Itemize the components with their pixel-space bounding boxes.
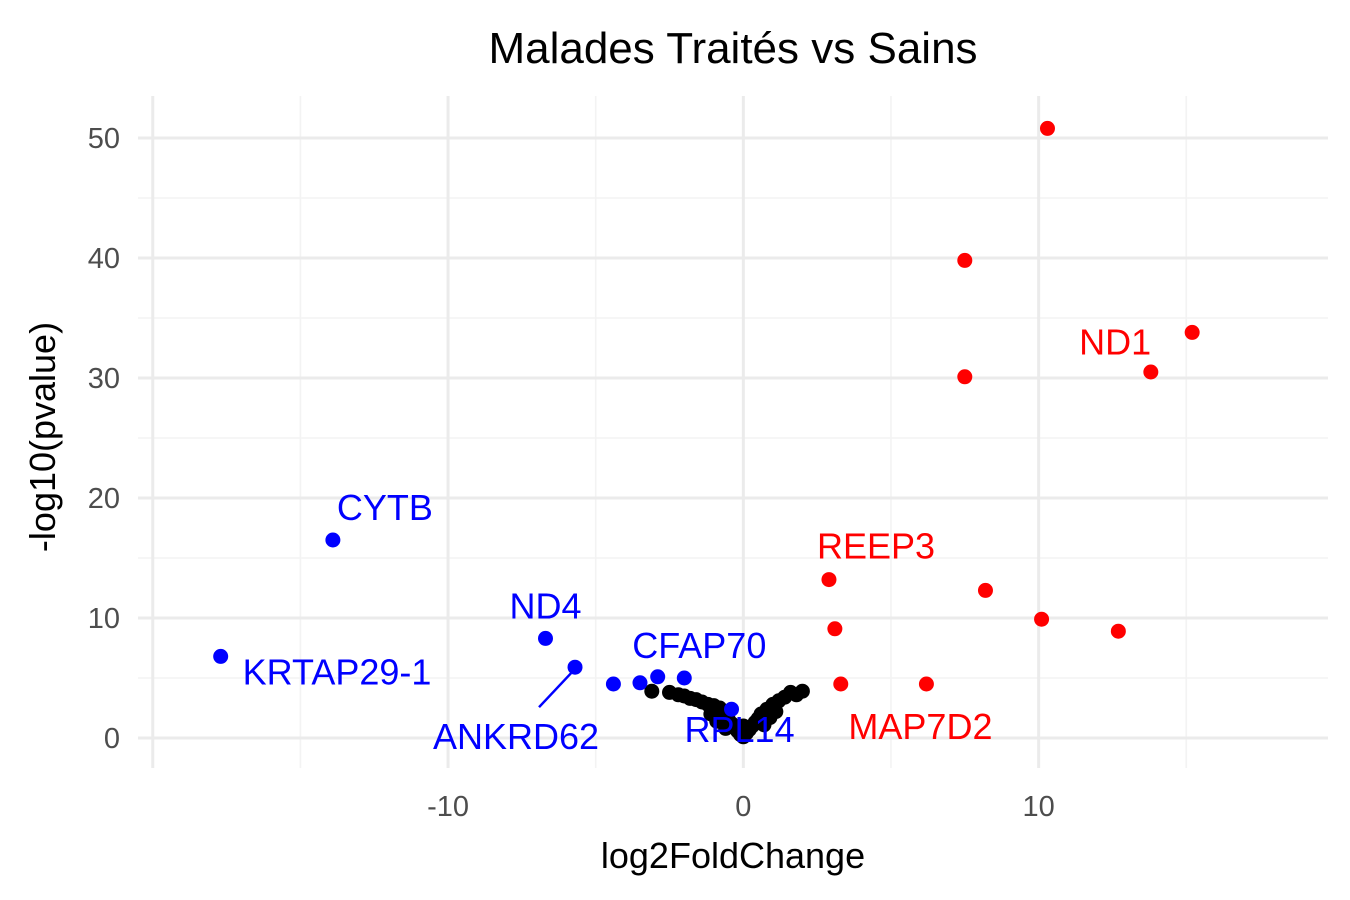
axis-ticks: -10 0 10 0 10 20 30 40 50 — [88, 123, 1055, 823]
data-points — [213, 120, 1200, 745]
gene-label: ND1 — [1079, 321, 1151, 362]
data-point-up — [833, 676, 849, 692]
data-point-up — [827, 621, 843, 637]
data-point-down — [632, 675, 648, 691]
gene-label: KRTAP29-1 — [243, 651, 432, 692]
grid — [138, 96, 1328, 768]
y-tick-label: 20 — [88, 483, 120, 515]
data-point-ns — [718, 720, 734, 736]
data-point-down — [605, 676, 621, 692]
chart-title: Malades Traités vs Sains — [488, 24, 977, 73]
x-tick-label: -10 — [427, 791, 469, 823]
label-leader-line — [538, 672, 572, 709]
data-point-up — [1110, 623, 1126, 639]
gene-label: RPL14 — [685, 709, 795, 750]
data-point-down — [213, 648, 229, 664]
y-tick-label: 30 — [88, 363, 120, 395]
gene-label: MAP7D2 — [848, 706, 992, 747]
x-tick-label: 0 — [735, 791, 751, 823]
gene-label: ANKRD62 — [433, 716, 599, 757]
x-tick-label: 10 — [1022, 791, 1054, 823]
data-point-down — [650, 669, 666, 685]
data-point-up — [1184, 324, 1200, 340]
data-point-down — [325, 532, 341, 548]
gene-label: ND4 — [509, 585, 581, 626]
data-point-ns — [768, 704, 784, 720]
data-point-ns — [644, 683, 660, 699]
data-point-ns — [703, 706, 719, 722]
data-point-down — [676, 670, 692, 686]
data-point-up — [977, 582, 993, 598]
data-point-down — [537, 630, 553, 646]
y-tick-label: 0 — [104, 723, 120, 755]
data-point-down — [567, 659, 583, 675]
y-tick-label: 40 — [88, 243, 120, 275]
data-point-up — [957, 252, 973, 268]
data-point-up — [957, 369, 973, 385]
data-point-ns — [794, 683, 810, 699]
y-tick-label: 50 — [88, 123, 120, 155]
data-point-up — [1143, 364, 1159, 380]
gene-label: REEP3 — [817, 526, 935, 567]
data-point-up — [1039, 120, 1055, 136]
data-point-up — [821, 572, 837, 588]
y-tick-label: 10 — [88, 603, 120, 635]
gene-label: CYTB — [337, 487, 433, 528]
y-axis-title: -log10(pvalue) — [22, 322, 63, 552]
data-point-up — [1034, 611, 1050, 627]
gene-label: CFAP70 — [632, 625, 766, 666]
data-point-up — [918, 676, 934, 692]
data-point-ns — [735, 718, 751, 734]
x-axis-title: log2FoldChange — [601, 835, 865, 876]
data-point-down — [724, 701, 740, 717]
gene-labels: CYTB KRTAP29-1 ND4 ANKRD62 CFAP70 RPL14 ND1 REE… — [243, 321, 1152, 757]
